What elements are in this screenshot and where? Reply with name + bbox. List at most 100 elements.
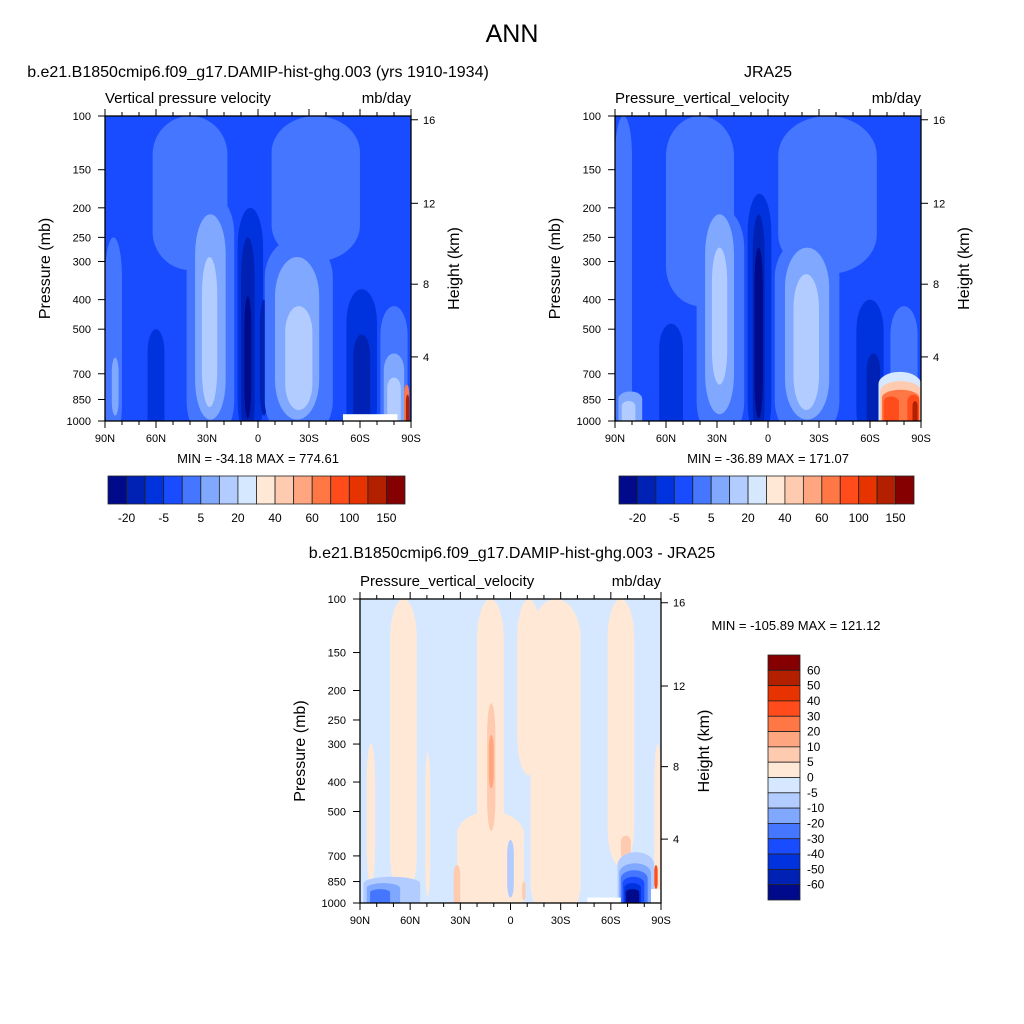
colorbar-box — [895, 475, 915, 505]
colorbar-box — [767, 731, 801, 748]
colorbar-label: -20 — [629, 511, 647, 525]
contour-region — [607, 599, 635, 867]
y-right-tick-label: 12 — [423, 198, 435, 210]
right-string: mb/day — [612, 573, 662, 590]
panel-title: JRA25 — [744, 64, 792, 81]
min-max-stats: MIN = -105.89 MAX = 121.12 — [711, 618, 880, 633]
contour-region — [244, 296, 252, 419]
colorbar-box — [655, 475, 675, 505]
colorbar-label: 5 — [197, 511, 204, 525]
contour-region — [778, 116, 877, 275]
colorbar-label: 20 — [741, 511, 755, 525]
x-tick-label: 30S — [551, 915, 571, 927]
panel-2: 90N 60N 30N 0 30S 60S 90S 100 150 200 250 300 400 500… — [547, 64, 973, 525]
x-tick-label: 60N — [400, 915, 420, 927]
x-tick-label: 60N — [146, 433, 166, 445]
colorbar-label: 100 — [339, 511, 359, 525]
contour-region — [111, 357, 119, 416]
contour-region — [425, 752, 431, 897]
colorbar-box — [876, 475, 896, 505]
contour-region — [453, 865, 461, 903]
colorbar-label: 20 — [807, 725, 821, 739]
y-tick-label: 300 — [583, 257, 601, 269]
y-tick-label: 850 — [328, 877, 346, 889]
panel-title: b.e21.B1850cmip6.f09_g17.DAMIP-hist-ghg.… — [309, 545, 716, 562]
colorbar-label: 5 — [807, 755, 814, 769]
contour-region — [285, 306, 313, 410]
x-tick-label: 30N — [197, 433, 217, 445]
x-tick-label: 30N — [450, 915, 470, 927]
x-tick-label: 90N — [605, 433, 625, 445]
colorbar-box — [348, 475, 369, 505]
colorbar-label: 50 — [807, 679, 821, 693]
y-right-tick-label: 8 — [673, 762, 679, 774]
x-tick-label: 60S — [860, 433, 880, 445]
contour-region — [147, 329, 165, 421]
contour-region — [390, 599, 417, 897]
x-tick-label: 90S — [911, 433, 931, 445]
contour-field — [360, 599, 661, 903]
contour-region — [654, 744, 661, 903]
contour-region — [883, 396, 899, 421]
min-max-stats: MIN = -34.18 MAX = 774.61 — [177, 451, 339, 466]
colorbar: -20 -5 5 20 40 60 100 150 — [618, 475, 915, 525]
colorbar-label: 60 — [807, 663, 821, 677]
colorbar-box — [181, 475, 202, 505]
y-tick-label: 700 — [583, 369, 601, 381]
colorbar-box — [729, 475, 749, 505]
contour-region — [271, 116, 360, 262]
colorbar-box — [163, 475, 183, 505]
y-right-tick-label: 12 — [673, 681, 685, 693]
colorbar-box — [237, 475, 257, 505]
colorbar-label: 150 — [886, 511, 906, 525]
missing-data-region — [587, 897, 621, 903]
left-string: Pressure_vertical_velocity — [615, 90, 790, 107]
y-axis-label: Pressure (mb) — [292, 700, 309, 801]
contour-field — [615, 116, 921, 421]
contour-region — [621, 401, 636, 421]
contour-region — [754, 247, 763, 419]
colorbar-box — [767, 807, 801, 824]
colorbar-box — [767, 868, 801, 886]
colorbar-box — [767, 823, 801, 840]
contour-region — [370, 889, 391, 903]
colorbar-label: 100 — [849, 511, 869, 525]
colorbar-label: -30 — [807, 832, 825, 846]
y-tick-label: 150 — [583, 165, 601, 177]
colorbar-label: -20 — [807, 816, 825, 830]
y-tick-label: 100 — [583, 111, 601, 123]
y-right-tick-label: 4 — [673, 834, 679, 846]
colorbar-box — [767, 761, 801, 778]
y-tick-label: 250 — [73, 232, 91, 244]
colorbar-label: 0 — [807, 771, 814, 785]
x-tick-label: 60N — [656, 433, 676, 445]
contour-region — [456, 811, 524, 903]
contour-region — [793, 274, 819, 410]
colorbar-box — [710, 475, 731, 505]
colorbar-box — [200, 475, 220, 505]
x-tick-label: 90S — [401, 433, 421, 445]
colorbar-box — [218, 475, 239, 505]
y-axis-label: Pressure (mb) — [37, 218, 54, 319]
colorbar-box — [747, 475, 767, 505]
colorbar-label: 60 — [306, 511, 320, 525]
x-tick-label: 60S — [350, 433, 370, 445]
x-tick-label: 0 — [507, 915, 513, 927]
colorbar-box — [767, 792, 801, 809]
colorbar-label: 5 — [708, 511, 715, 525]
contour-region — [522, 881, 526, 901]
y-right-tick-label: 16 — [423, 115, 435, 127]
y-right-tick-label: 16 — [933, 115, 945, 127]
colorbar-box — [386, 475, 406, 505]
y-right-axis-label: Height (km) — [696, 710, 713, 793]
y-right-axis-label: Height (km) — [446, 227, 463, 310]
missing-data-region — [650, 889, 661, 903]
colorbar-box — [618, 475, 638, 505]
left-string: Vertical pressure velocity — [105, 90, 271, 107]
contour-region — [711, 247, 728, 385]
x-tick-label: 0 — [255, 433, 261, 445]
y-tick-label: 700 — [73, 369, 91, 381]
y-tick-label: 150 — [73, 165, 91, 177]
colorbar-box — [767, 853, 801, 870]
